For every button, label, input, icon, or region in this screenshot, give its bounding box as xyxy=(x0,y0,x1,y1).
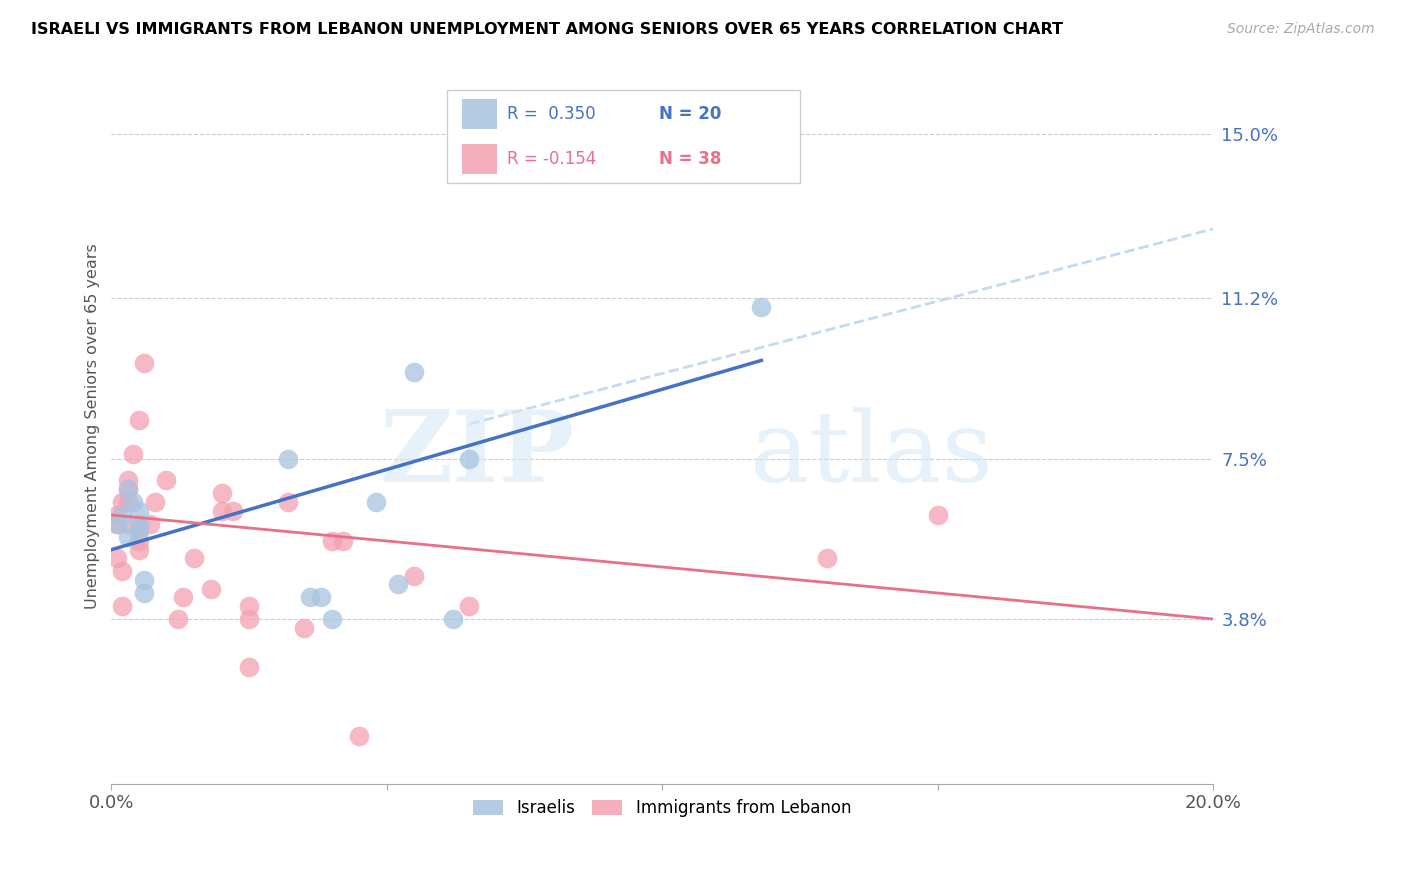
Point xyxy=(139,516,162,531)
Point xyxy=(927,508,949,522)
Point xyxy=(292,621,315,635)
Point xyxy=(105,508,128,522)
Point xyxy=(211,503,233,517)
Point xyxy=(298,591,321,605)
Y-axis label: Unemployment Among Seniors over 65 years: Unemployment Among Seniors over 65 years xyxy=(86,244,100,609)
Point xyxy=(128,533,150,548)
Point xyxy=(111,565,134,579)
Point xyxy=(321,533,343,548)
Point xyxy=(111,599,134,613)
Point xyxy=(332,533,354,548)
Point xyxy=(349,729,371,743)
Point xyxy=(751,300,773,314)
Point xyxy=(117,495,139,509)
Point xyxy=(458,599,481,613)
Point xyxy=(238,599,260,613)
Point xyxy=(117,530,139,544)
Point xyxy=(238,612,260,626)
Point xyxy=(155,473,177,487)
Point xyxy=(134,573,156,587)
Point xyxy=(128,412,150,426)
Text: atlas: atlas xyxy=(751,407,993,502)
Text: ZIP: ZIP xyxy=(380,406,574,503)
Point xyxy=(128,503,150,517)
Point xyxy=(172,591,194,605)
Point xyxy=(105,516,128,531)
Text: Source: ZipAtlas.com: Source: ZipAtlas.com xyxy=(1227,22,1375,37)
Point xyxy=(117,473,139,487)
Point xyxy=(105,551,128,566)
Point xyxy=(134,356,156,370)
Point xyxy=(817,551,839,566)
Text: ISRAELI VS IMMIGRANTS FROM LEBANON UNEMPLOYMENT AMONG SENIORS OVER 65 YEARS CORR: ISRAELI VS IMMIGRANTS FROM LEBANON UNEMP… xyxy=(31,22,1063,37)
Point xyxy=(117,482,139,496)
Point xyxy=(128,521,150,535)
Point xyxy=(134,586,156,600)
Point xyxy=(122,447,145,461)
Point xyxy=(145,495,167,509)
Point xyxy=(238,659,260,673)
Point xyxy=(128,542,150,557)
Point xyxy=(387,577,409,591)
Point xyxy=(128,516,150,531)
Point xyxy=(111,508,134,522)
Point xyxy=(458,451,481,466)
Point xyxy=(166,612,188,626)
Point xyxy=(117,482,139,496)
Point xyxy=(221,503,243,517)
Point xyxy=(404,365,426,379)
Legend: Israelis, Immigrants from Lebanon: Israelis, Immigrants from Lebanon xyxy=(465,791,859,825)
Point xyxy=(200,582,222,596)
Point xyxy=(277,451,299,466)
Point xyxy=(122,495,145,509)
Point xyxy=(364,495,387,509)
Point xyxy=(105,516,128,531)
Point xyxy=(309,591,332,605)
Point xyxy=(277,495,299,509)
Point xyxy=(117,516,139,531)
Point xyxy=(183,551,205,566)
Point xyxy=(128,525,150,540)
Point xyxy=(404,568,426,582)
Point xyxy=(211,486,233,500)
Point xyxy=(321,612,343,626)
Point xyxy=(441,612,464,626)
Point xyxy=(111,495,134,509)
